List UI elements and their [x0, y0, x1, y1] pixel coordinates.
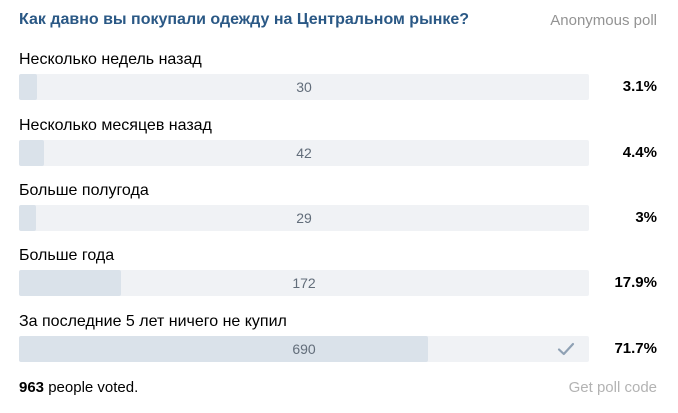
poll-vote-percent: 3.1%: [622, 78, 657, 95]
votes-count: 963: [19, 379, 45, 396]
poll-header: Как давно вы покупали одежду на Централь…: [19, 11, 659, 35]
votes-suffix: people voted.: [44, 379, 139, 396]
poll-vote-count: 172: [292, 275, 316, 291]
poll-result-bar: 30: [19, 74, 589, 100]
poll-result-fill: [19, 205, 36, 231]
poll-result-fill: [19, 74, 37, 100]
poll-option[interactable]: Больше полугода 29 3%: [19, 182, 659, 238]
poll-vote-count: 30: [296, 79, 312, 95]
poll-option-label: За последние 5 лет ничего не купил: [19, 313, 287, 330]
poll-vote-percent: 4.4%: [622, 144, 657, 161]
poll-vote-percent: 71.7%: [614, 340, 657, 357]
poll-option-label: Больше полугода: [19, 182, 149, 199]
poll-vote-count: 29: [296, 210, 312, 226]
poll-vote-percent: 3%: [635, 209, 657, 226]
poll-option[interactable]: Больше года 172 17.9%: [19, 247, 659, 303]
poll-option[interactable]: Несколько недель назад 30 3.1%: [19, 51, 659, 107]
poll-vote-percent: 17.9%: [614, 274, 657, 291]
poll-footer: 963 people voted. Get poll code: [19, 379, 659, 401]
poll-result-fill: [19, 270, 121, 296]
poll-question: Как давно вы покупали одежду на Централь…: [19, 11, 470, 28]
poll-result-fill: [19, 140, 44, 166]
checkmark-icon: [557, 342, 575, 356]
poll-result-fill: [19, 336, 428, 362]
poll-option[interactable]: Несколько месяцев назад 42 4.4%: [19, 117, 659, 173]
poll-option[interactable]: За последние 5 лет ничего не купил 690 7…: [19, 313, 659, 369]
poll-vote-count: 42: [296, 145, 312, 161]
poll-result-bar: 172: [19, 270, 589, 296]
get-poll-code-link[interactable]: Get poll code: [568, 379, 657, 396]
poll-vote-count: 690: [292, 341, 316, 357]
poll-option-label: Несколько недель назад: [19, 51, 202, 68]
poll-option-label: Больше года: [19, 247, 115, 264]
poll-result-bar: 690: [19, 336, 589, 362]
poll-type-label: Anonymous poll: [550, 12, 657, 29]
poll-result-bar: 42: [19, 140, 589, 166]
poll-option-label: Несколько месяцев назад: [19, 117, 212, 134]
votes-summary: 963 people voted.: [19, 379, 138, 396]
poll-result-bar: 29: [19, 205, 589, 231]
